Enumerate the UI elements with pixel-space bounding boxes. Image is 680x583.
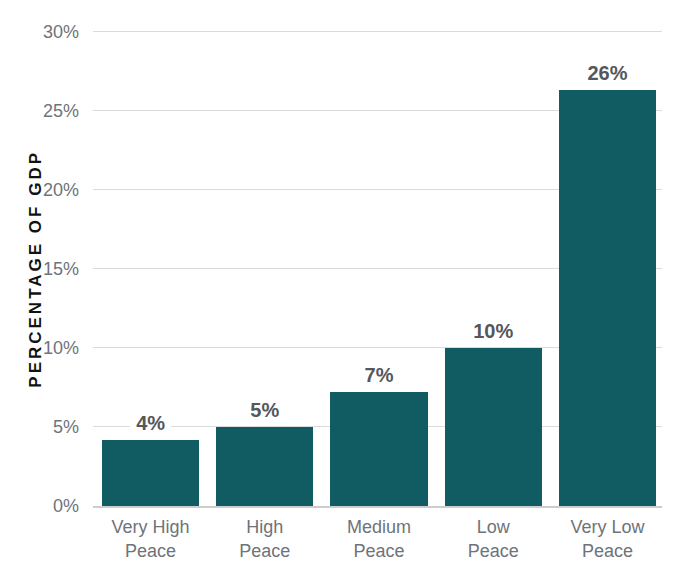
y-tick-label-10pct: 10% bbox=[43, 339, 79, 357]
x-axis-line bbox=[93, 506, 662, 508]
y-tick-label-25pct: 25% bbox=[43, 102, 79, 120]
plot-area: 0%5%10%15%20%25%30% 4%5%7%10%26% Very Hi… bbox=[93, 32, 662, 506]
x-axis-label-4: Low Peace bbox=[445, 515, 542, 564]
bar-group-1: 4% bbox=[102, 32, 199, 506]
bar-group-3: 7% bbox=[330, 32, 427, 506]
bar-value-label-4: 10% bbox=[467, 319, 519, 343]
x-axis-label-1: Very High Peace bbox=[102, 515, 199, 564]
bar-chart-figure: PERCENTAGE OF GDP 0% 5% 10% 15% 20% 25% 30% 4%… bbox=[0, 0, 680, 583]
y-tick-label-15pct: 15% bbox=[43, 260, 79, 278]
x-axis-label-2: High Peace bbox=[216, 515, 313, 564]
bar-4 bbox=[445, 348, 542, 506]
bar-1 bbox=[102, 440, 199, 506]
x-axis-label-3: Medium Peace bbox=[330, 515, 427, 564]
x-axis-label-5: Very Low Peace bbox=[559, 515, 656, 564]
y-tick-label-0pct: 0% bbox=[53, 497, 79, 515]
bar-3 bbox=[330, 392, 427, 506]
y-tick-label-30pct: 30% bbox=[43, 23, 79, 41]
y-tick-label-20pct: 20% bbox=[43, 181, 79, 199]
bars-row: 4% 5% 7% 10% 26% bbox=[93, 32, 662, 506]
x-labels-row: Very High Peace High Peace Medium Peace Low… bbox=[93, 515, 662, 564]
bar-2 bbox=[216, 427, 313, 506]
bar-group-5: 26% bbox=[559, 32, 656, 506]
bar-group-2: 5% bbox=[216, 32, 313, 506]
bar-value-label-5: 26% bbox=[581, 61, 633, 85]
bar-group-4: 10% bbox=[445, 32, 542, 506]
bar-5 bbox=[559, 90, 656, 506]
bar-value-label-2: 5% bbox=[244, 398, 285, 422]
y-tick-label-5pct: 5% bbox=[53, 418, 79, 436]
bar-value-label-3: 7% bbox=[359, 363, 400, 387]
y-axis-title-wrap: PERCENTAGE OF GDP bbox=[0, 32, 32, 506]
bar-value-label-1: 4% bbox=[130, 411, 171, 435]
